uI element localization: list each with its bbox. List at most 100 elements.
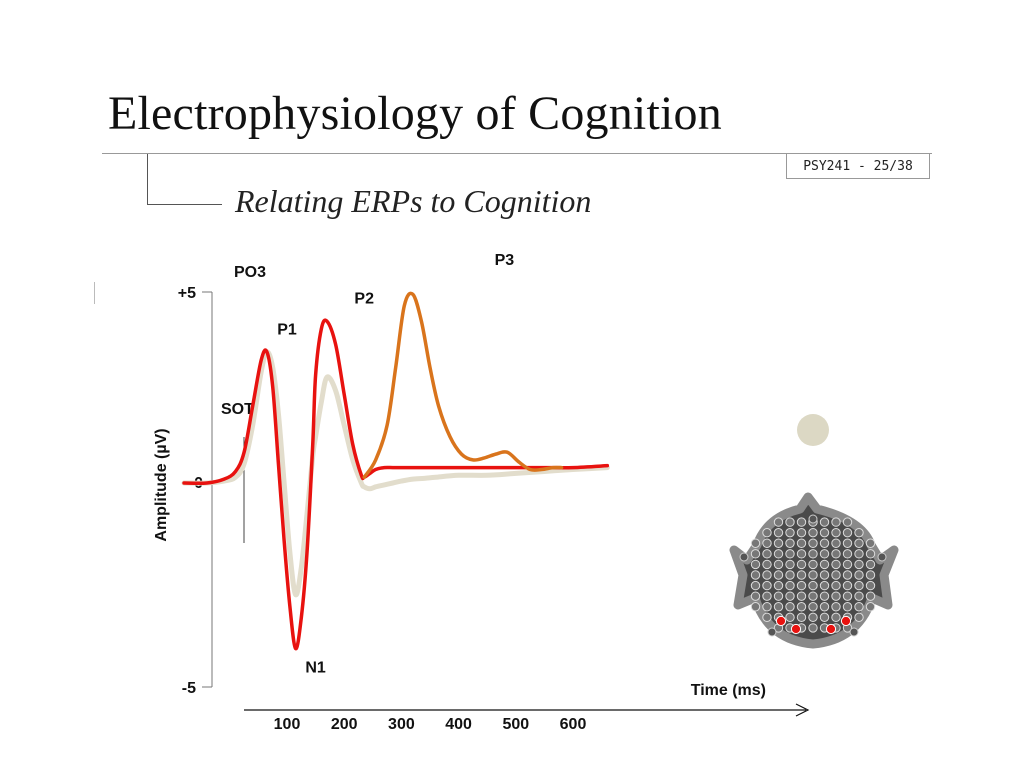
component-label-p2: P2 xyxy=(354,290,374,307)
electrode xyxy=(762,580,772,591)
electrode xyxy=(785,517,795,527)
electrode xyxy=(831,517,841,527)
electrode xyxy=(773,517,784,527)
electrode xyxy=(831,570,841,580)
electrode xyxy=(831,602,841,612)
electrode xyxy=(808,527,818,538)
electrode xyxy=(796,538,807,548)
electrode-highlight xyxy=(790,623,802,635)
electrode xyxy=(762,612,772,623)
electrode xyxy=(785,549,795,559)
component-labels: P1 N1 P2 P3 xyxy=(277,252,514,677)
x-tick-label: 100 xyxy=(274,716,301,733)
x-tick-label: 200 xyxy=(331,716,358,733)
electrode xyxy=(785,612,795,623)
electrode xyxy=(819,612,830,623)
electrode xyxy=(819,591,830,601)
electrode xyxy=(865,602,876,612)
electrode xyxy=(842,549,853,559)
electrode xyxy=(808,612,818,623)
electrode xyxy=(842,538,853,548)
electrode xyxy=(762,549,772,559)
electrode xyxy=(842,559,853,570)
electrode xyxy=(808,549,818,559)
electrode xyxy=(854,559,864,570)
electrode xyxy=(773,549,784,559)
condition-marker xyxy=(797,414,829,446)
electrode xyxy=(762,527,772,538)
subtitle-connector-vertical xyxy=(147,154,148,205)
electrode xyxy=(808,623,818,633)
series-layer xyxy=(181,291,610,651)
axes xyxy=(202,291,810,717)
electrode xyxy=(773,580,784,591)
electrode xyxy=(750,549,761,559)
electrode xyxy=(819,602,830,612)
electrode xyxy=(831,527,841,538)
component-label-p3: P3 xyxy=(495,252,515,269)
electrode xyxy=(831,549,841,559)
electrode xyxy=(842,517,853,527)
electrode xyxy=(854,527,864,538)
electrode xyxy=(819,559,830,570)
electrode xyxy=(785,602,795,612)
electrode xyxy=(773,538,784,548)
electrode xyxy=(865,591,876,601)
x-tick-label: 300 xyxy=(388,716,415,733)
electrode xyxy=(773,570,784,580)
electrode xyxy=(796,549,807,559)
electrode xyxy=(796,559,807,570)
electrode-highlight xyxy=(775,615,787,627)
electrode xyxy=(877,552,887,562)
electrode xyxy=(854,591,864,601)
electrode xyxy=(796,580,807,591)
electrode xyxy=(865,570,876,580)
electrode xyxy=(762,570,772,580)
subtitle-connector-horizontal xyxy=(147,204,222,205)
electrode xyxy=(808,602,818,612)
electrode xyxy=(785,538,795,548)
electrode xyxy=(808,570,818,580)
electrode xyxy=(842,580,853,591)
electrode xyxy=(773,602,784,612)
series-line-3 xyxy=(362,291,564,479)
y-tick-label-bottom: -5 xyxy=(182,680,196,697)
electrode xyxy=(750,559,761,570)
electrode xyxy=(785,591,795,601)
x-tick-label: 600 xyxy=(560,716,587,733)
x-tick-label: 500 xyxy=(502,716,529,733)
electrode xyxy=(739,552,749,562)
electrode xyxy=(785,559,795,570)
electrode xyxy=(808,514,818,524)
electrode xyxy=(750,538,761,548)
electrode xyxy=(842,527,853,538)
edge-mark xyxy=(94,282,95,304)
electrode xyxy=(785,570,795,580)
electrode xyxy=(808,580,818,591)
electrode xyxy=(796,517,807,527)
electrode xyxy=(796,612,807,623)
electrode xyxy=(854,580,864,591)
electrode xyxy=(750,591,761,601)
electrode xyxy=(767,627,777,637)
electrode xyxy=(808,538,818,548)
electrode-grid xyxy=(739,514,887,637)
electrode xyxy=(750,570,761,580)
electrode xyxy=(842,591,853,601)
electrode xyxy=(762,538,772,548)
y-tick-label-top: +5 xyxy=(178,285,196,302)
electrode xyxy=(819,549,830,559)
electrode xyxy=(865,538,876,548)
header-rule xyxy=(102,153,932,154)
electrode xyxy=(865,559,876,570)
slide-number: PSY241 - 25/38 xyxy=(786,154,930,179)
electrode xyxy=(773,591,784,601)
electrode xyxy=(819,570,830,580)
electrode xyxy=(831,612,841,623)
electrode-highlight xyxy=(840,615,852,627)
slide-title: Electrophysiology of Cognition xyxy=(108,87,722,140)
electrode xyxy=(819,517,830,527)
electrode xyxy=(854,538,864,548)
electrode xyxy=(808,559,818,570)
electrode xyxy=(762,559,772,570)
